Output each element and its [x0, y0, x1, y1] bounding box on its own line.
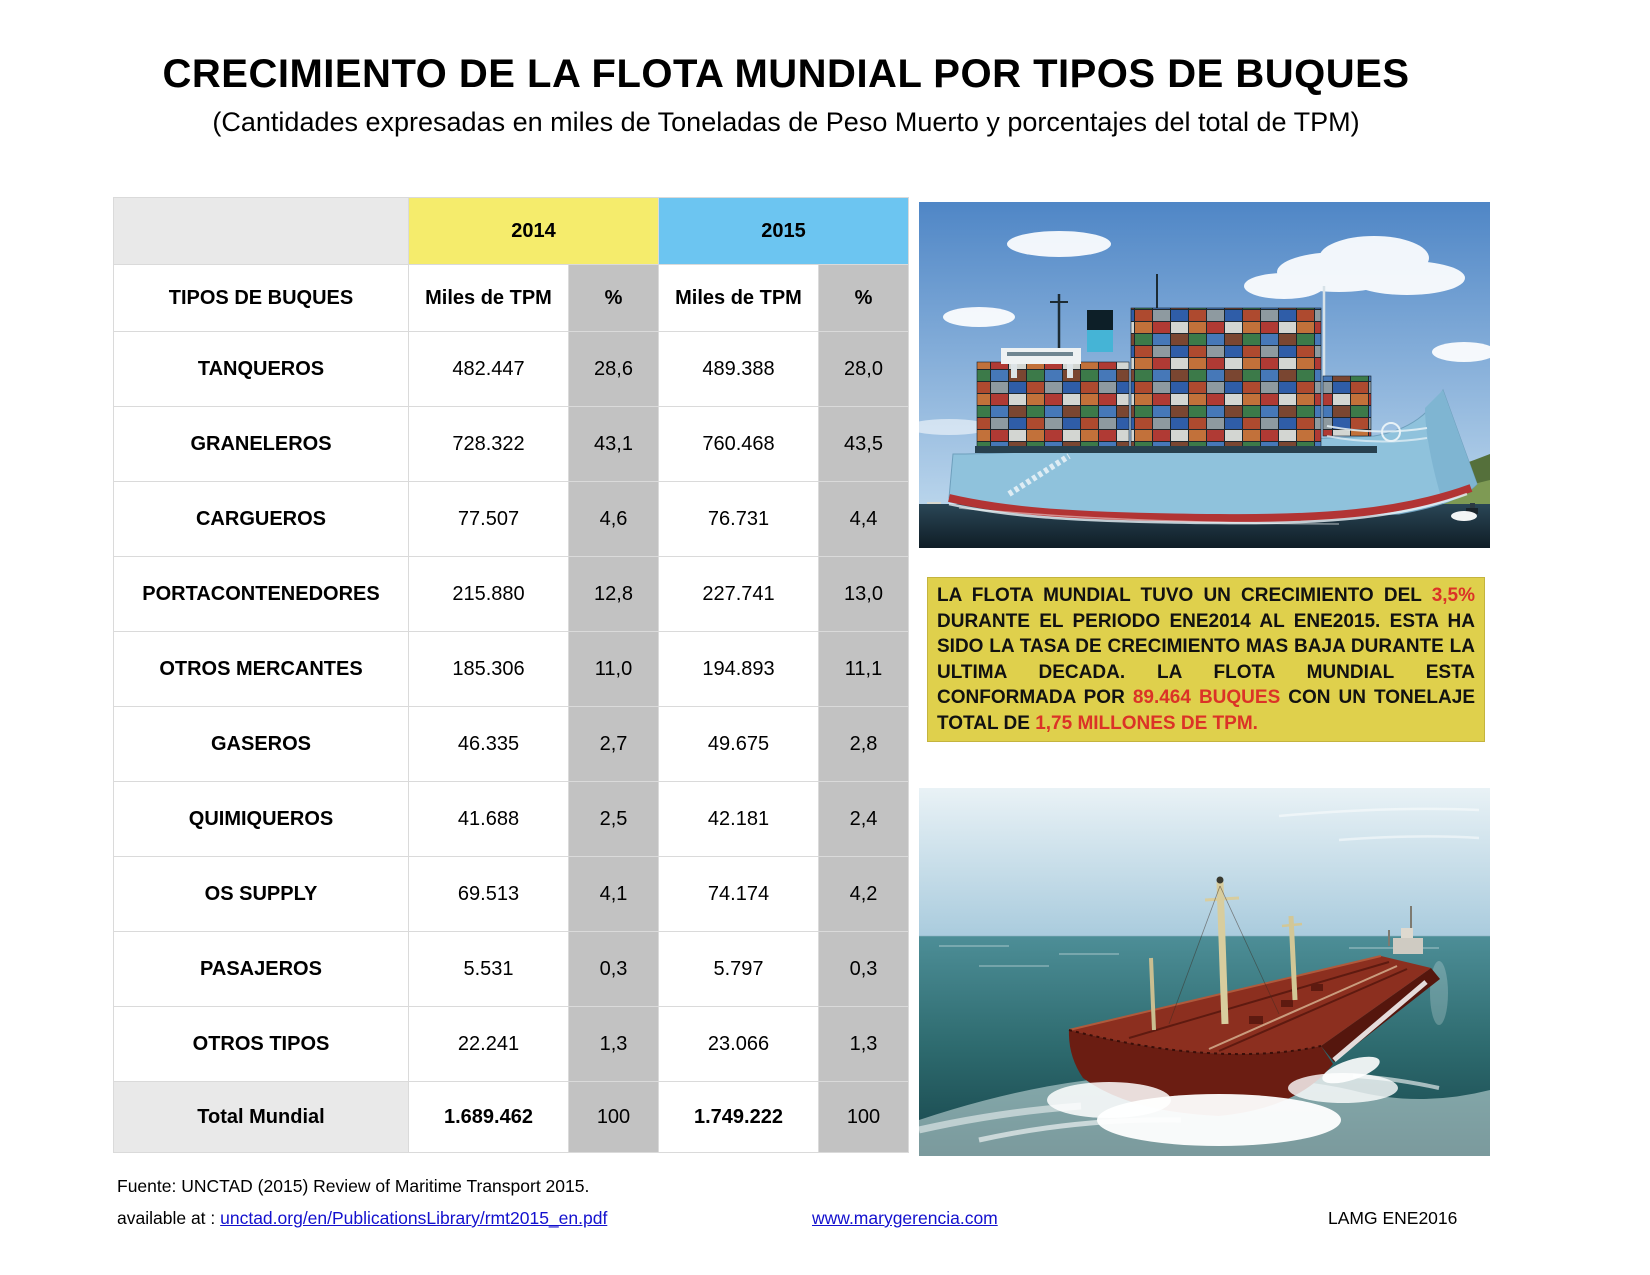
info-text-highlight: 89.464 BUQUES: [1132, 687, 1281, 708]
oil-tanker-photo: [919, 788, 1490, 1156]
cell-tpm-2014: 41.688: [408, 781, 569, 857]
cell-tpm-2014: 215.880: [408, 556, 569, 632]
fleet-table: 2014 2015 TIPOS DE BUQUES Miles de TPM %…: [113, 197, 909, 1153]
table-row: GRANELEROS 728.322 43,1 760.468 43,5: [113, 406, 909, 482]
credit-label: LAMG ENE2016: [1328, 1208, 1458, 1228]
info-text-segment: CON UN TONELAJE TOTAL DE: [937, 687, 1475, 734]
page-title: CRECIMIENTO DE LA FLOTA MUNDIAL POR TIPO…: [162, 52, 1410, 96]
cell-tpm-2015: 76.731: [658, 481, 819, 557]
cell-tipo: CARGUEROS: [113, 481, 409, 557]
container-ship-photo: [919, 202, 1490, 548]
page-subtitle: (Cantidades expresadas en miles de Tonel…: [212, 107, 1360, 137]
corner-cell: [113, 197, 409, 265]
cell-tpm-2014: 46.335: [408, 706, 569, 782]
available-prefix: available at :: [117, 1208, 221, 1228]
cell-tipo: OS SUPPLY: [113, 856, 409, 932]
cell-tpm-2015: 194.893: [658, 631, 819, 707]
table-row: PASAJEROS 5.531 0,3 5.797 0,3: [113, 931, 909, 1007]
cell-tpm-2015: 74.174: [658, 856, 819, 932]
table-row: GASEROS 46.335 2,7 49.675 2,8: [113, 706, 909, 782]
cell-pct-2014: 12,8: [568, 556, 659, 632]
cell-pct-2015: 4,4: [818, 481, 909, 557]
table-row: OTROS MERCANTES 185.306 11,0 194.893 11,…: [113, 631, 909, 707]
table-year-row: 2014 2015: [113, 197, 909, 265]
cell-total-pct-2014: 100: [568, 1081, 659, 1153]
year-2015-header: 2015: [658, 197, 909, 265]
col-header-miles-2014: Miles de TPM: [408, 264, 569, 332]
cell-tipo: GASEROS: [113, 706, 409, 782]
cell-total-label: Total Mundial: [113, 1081, 409, 1153]
table-total-row: Total Mundial 1.689.462 100 1.749.222 10…: [113, 1081, 909, 1153]
table-row: CARGUEROS 77.507 4,6 76.731 4,4: [113, 481, 909, 557]
cell-tpm-2014: 185.306: [408, 631, 569, 707]
year-2014-header: 2014: [408, 197, 659, 265]
cell-pct-2015: 2,4: [818, 781, 909, 857]
col-header-pct-2014: %: [568, 264, 659, 332]
cell-pct-2015: 2,8: [818, 706, 909, 782]
col-header-pct-2015: %: [818, 264, 909, 332]
info-text-segment: LA FLOTA MUNDIAL TUVO UN CRECIMIENTO DEL: [937, 585, 1432, 606]
cell-tpm-2015: 227.741: [658, 556, 819, 632]
cell-tpm-2014: 482.447: [408, 331, 569, 407]
cell-tpm-2014: 5.531: [408, 931, 569, 1007]
cell-pct-2014: 4,1: [568, 856, 659, 932]
cell-tpm-2014: 69.513: [408, 856, 569, 932]
cell-pct-2014: 4,6: [568, 481, 659, 557]
cell-pct-2015: 0,3: [818, 931, 909, 1007]
source-line: Fuente: UNCTAD (2015) Review of Maritime…: [117, 1176, 590, 1196]
cell-tpm-2015: 49.675: [658, 706, 819, 782]
cell-pct-2015: 11,1: [818, 631, 909, 707]
cell-tpm-2014: 728.322: [408, 406, 569, 482]
cell-pct-2014: 2,7: [568, 706, 659, 782]
cell-pct-2015: 13,0: [818, 556, 909, 632]
cell-tpm-2014: 22.241: [408, 1006, 569, 1082]
table-row: OS SUPPLY 69.513 4,1 74.174 4,2: [113, 856, 909, 932]
cell-tpm-2015: 5.797: [658, 931, 819, 1007]
info-text-highlight: 1,75 MILLONES DE TPM.: [1035, 712, 1258, 734]
marygerencia-link[interactable]: www.marygerencia.com: [812, 1208, 998, 1228]
cell-tpm-2015: 760.468: [658, 406, 819, 482]
cell-total-tpm-2015: 1.749.222: [658, 1081, 819, 1153]
cell-pct-2014: 43,1: [568, 406, 659, 482]
report-link[interactable]: unctad.org/en/PublicationsLibrary/rmt201…: [220, 1208, 608, 1228]
cell-total-tpm-2014: 1.689.462: [408, 1081, 569, 1153]
col-header-tipos: TIPOS DE BUQUES: [113, 264, 409, 332]
cell-tpm-2014: 77.507: [408, 481, 569, 557]
cell-pct-2014: 28,6: [568, 331, 659, 407]
cell-tipo: OTROS TIPOS: [113, 1006, 409, 1082]
cell-tipo: OTROS MERCANTES: [113, 631, 409, 707]
cell-pct-2015: 43,5: [818, 406, 909, 482]
cell-tipo: QUIMIQUEROS: [113, 781, 409, 857]
info-text-highlight: 3,5%: [1431, 585, 1475, 606]
header: CRECIMIENTO DE LA FLOTA MUNDIAL POR TIPO…: [0, 52, 1572, 138]
cell-pct-2015: 4,2: [818, 856, 909, 932]
fleet-table-wrapper: 2014 2015 TIPOS DE BUQUES Miles de TPM %…: [113, 197, 909, 1153]
cell-pct-2014: 11,0: [568, 631, 659, 707]
table-row: TANQUEROS 482.447 28,6 489.388 28,0: [113, 331, 909, 407]
cell-pct-2015: 28,0: [818, 331, 909, 407]
cell-pct-2015: 1,3: [818, 1006, 909, 1082]
cell-pct-2014: 1,3: [568, 1006, 659, 1082]
table-column-header-row: TIPOS DE BUQUES Miles de TPM % Miles de …: [113, 264, 909, 332]
cell-tpm-2015: 23.066: [658, 1006, 819, 1082]
table-row: PORTACONTENEDORES 215.880 12,8 227.741 1…: [113, 556, 909, 632]
cell-pct-2014: 0,3: [568, 931, 659, 1007]
table-row: QUIMIQUEROS 41.688 2,5 42.181 2,4: [113, 781, 909, 857]
cell-total-pct-2015: 100: [818, 1081, 909, 1153]
available-line: available at : unctad.org/en/Publication…: [117, 1208, 607, 1229]
cell-tpm-2015: 489.388: [658, 331, 819, 407]
cell-tipo: PASAJEROS: [113, 931, 409, 1007]
table-row: OTROS TIPOS 22.241 1,3 23.066 1,3: [113, 1006, 909, 1082]
info-text-segment: DURANTE EL PERIODO ENE2014 AL ENE2015. E…: [937, 610, 1475, 709]
cell-tipo: TANQUEROS: [113, 331, 409, 407]
cell-pct-2014: 2,5: [568, 781, 659, 857]
col-header-miles-2015: Miles de TPM: [658, 264, 819, 332]
cell-tpm-2015: 42.181: [658, 781, 819, 857]
growth-info-box: LA FLOTA MUNDIAL TUVO UN CRECIMIENTO DEL…: [927, 577, 1485, 742]
cell-tipo: PORTACONTENEDORES: [113, 556, 409, 632]
cell-tipo: GRANELEROS: [113, 406, 409, 482]
